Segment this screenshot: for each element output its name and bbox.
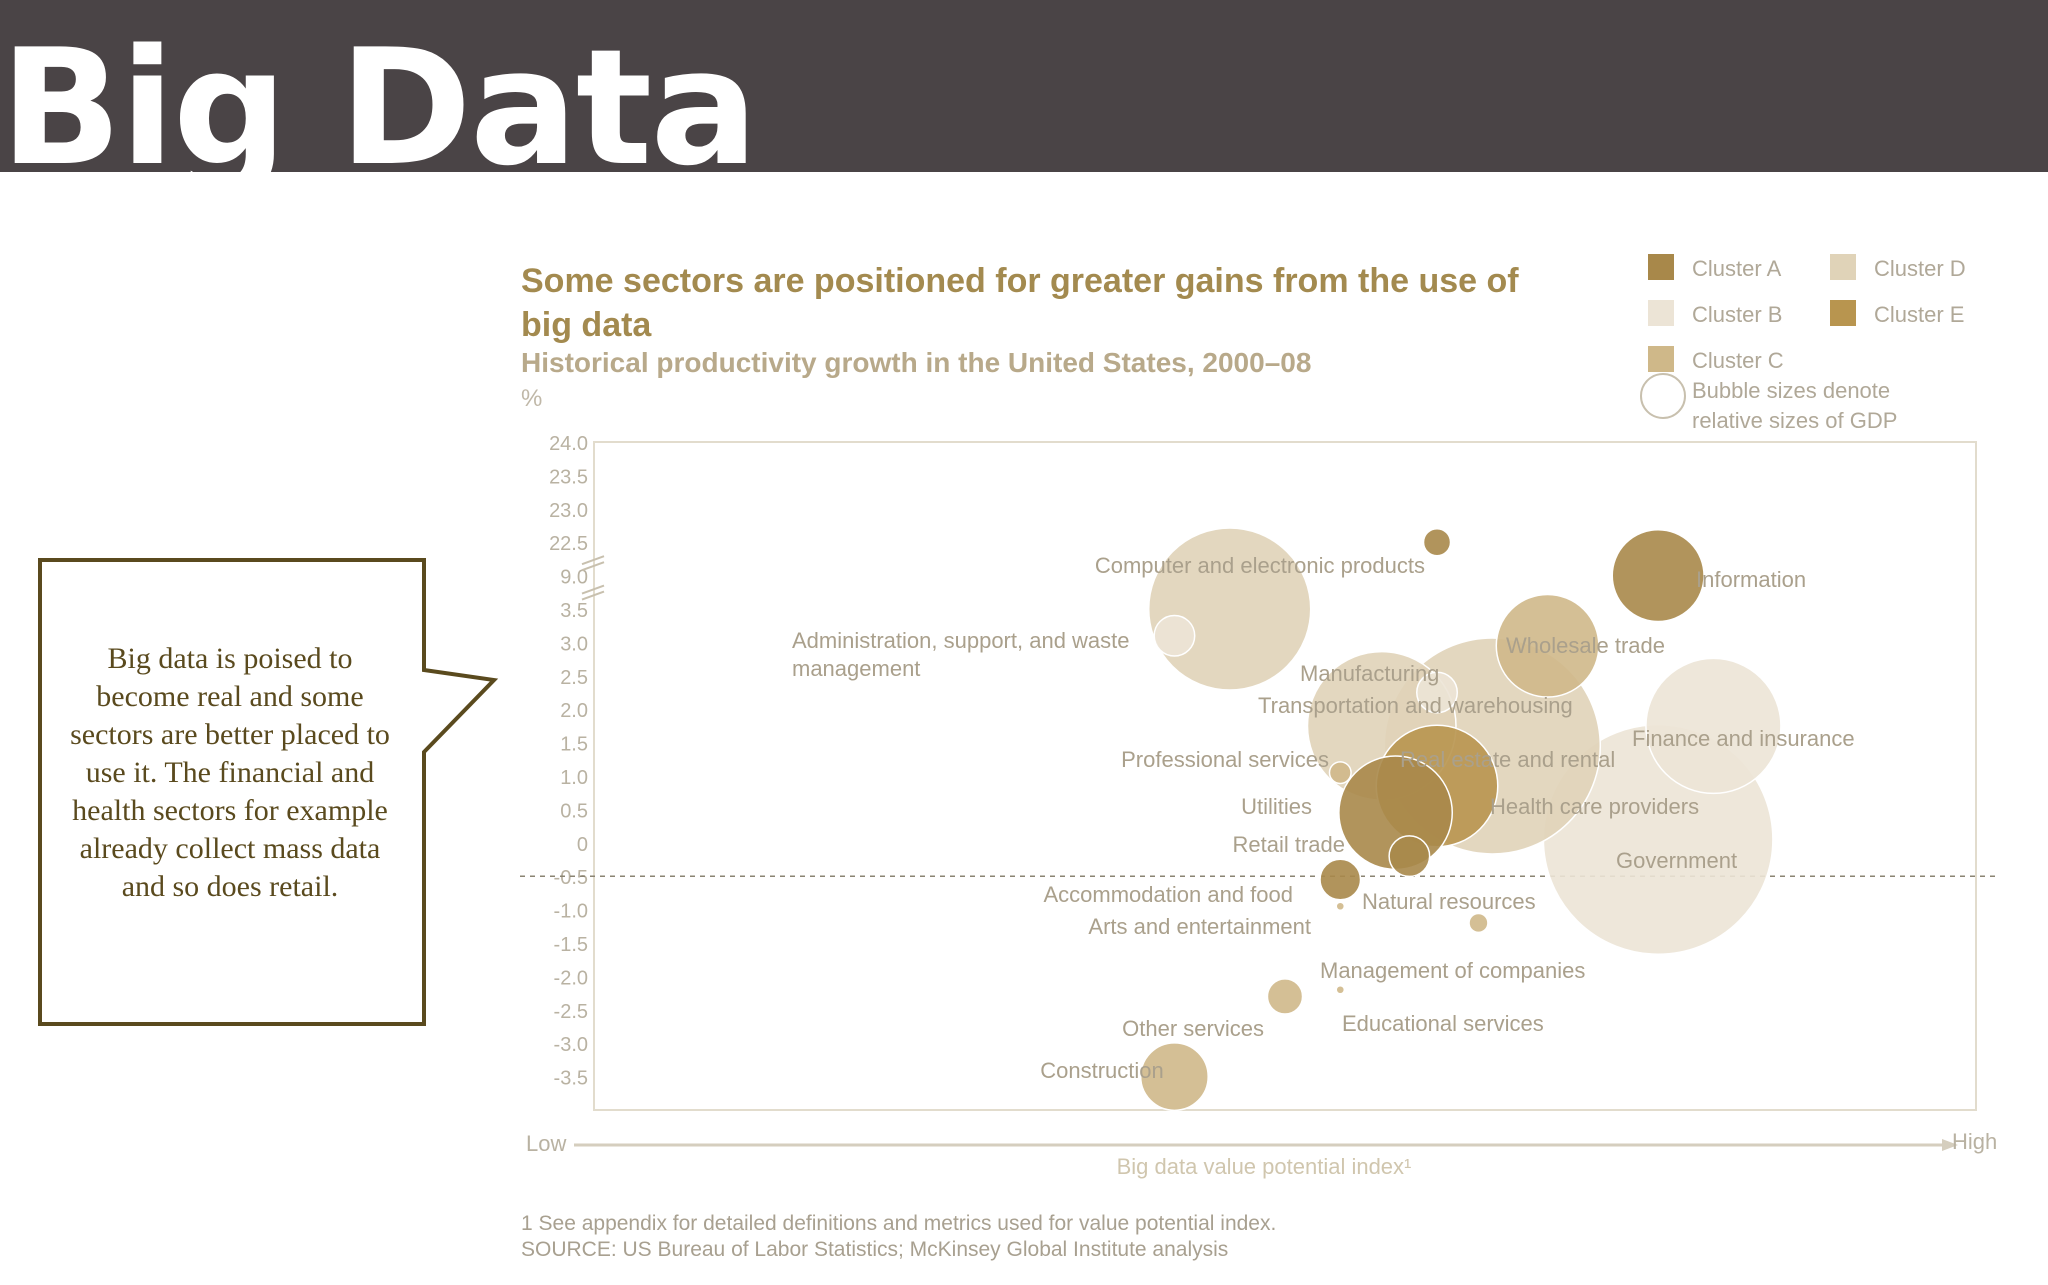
bubble-label: Accommodation and food xyxy=(1044,882,1294,907)
y-tick-label: 1.5 xyxy=(560,734,588,756)
legend-swatch xyxy=(1648,300,1674,326)
legend-swatch xyxy=(1648,254,1674,280)
y-tick-label: 2.5 xyxy=(560,667,588,689)
x-low-label: Low xyxy=(526,1131,566,1156)
callout-text: Big data is poised to become real and so… xyxy=(70,642,390,903)
bubble xyxy=(1645,657,1782,795)
bubble xyxy=(1153,614,1196,657)
legend-bubble-note: Bubble sizes denote xyxy=(1692,378,1890,403)
header-bar: Big Data xyxy=(0,0,2048,172)
bubble xyxy=(1495,593,1600,698)
bubble xyxy=(1335,901,1346,912)
y-tick-label: -1.0 xyxy=(554,901,588,923)
plot-frame xyxy=(593,441,1977,1111)
bubble-label: Natural resources xyxy=(1362,889,1536,914)
y-tick-label: -1.5 xyxy=(554,934,588,956)
y-tick-label: -2.5 xyxy=(554,1001,588,1023)
bubble-label: Construction xyxy=(1040,1058,1164,1083)
legend-swatch xyxy=(1648,346,1674,372)
bubble-label: Other services xyxy=(1122,1016,1264,1041)
y-tick-label: 1.0 xyxy=(560,767,588,789)
y-tick-label: 9.0 xyxy=(560,567,588,589)
bubble xyxy=(1328,761,1352,785)
y-tick-label: -3.0 xyxy=(554,1034,588,1056)
legend-swatch xyxy=(1830,254,1856,280)
bubble-label: Health care providers xyxy=(1490,794,1699,819)
bubble-label: Management of companies xyxy=(1320,958,1585,983)
legend-bubble-note: relative sizes of GDP xyxy=(1692,408,1897,433)
y-tick-label: 22.5 xyxy=(549,533,588,555)
y-tick-label: 23.0 xyxy=(549,500,588,522)
bubble-label: Arts and entertainment xyxy=(1088,914,1311,939)
bubble xyxy=(1416,671,1459,714)
legend-label: Cluster C xyxy=(1692,348,1784,373)
legend-label: Cluster E xyxy=(1874,302,1964,327)
bubble-label: Government xyxy=(1616,848,1737,873)
bubble xyxy=(1422,527,1452,557)
bubble-label: Wholesale trade xyxy=(1506,633,1665,658)
y-axis-unit: % xyxy=(521,385,542,412)
legend-label: Cluster A xyxy=(1692,256,1782,281)
bubble xyxy=(1335,984,1346,995)
legend-label: Cluster B xyxy=(1692,302,1782,327)
legend-swatch xyxy=(1830,300,1856,326)
bubble xyxy=(1468,912,1489,934)
axis-break-mark xyxy=(581,561,605,572)
y-tick-label: 0 xyxy=(577,834,588,856)
bubble xyxy=(1266,978,1304,1015)
legend-label: Cluster D xyxy=(1874,256,1966,281)
chart-title: Some sectors are positioned for greater … xyxy=(521,262,1519,300)
bubble xyxy=(1319,858,1362,901)
bubble-label: Real estate and rental xyxy=(1400,747,1615,772)
bubble-label: Finance and insurance xyxy=(1632,726,1855,751)
chart-area: Some sectors are positioned for greater … xyxy=(500,240,2020,1280)
source-note: SOURCE: US Bureau of Labor Statistics; M… xyxy=(521,1238,1228,1261)
page-title: Big Data xyxy=(0,14,758,173)
y-tick-label: 2.0 xyxy=(560,700,588,722)
bubble xyxy=(1139,1042,1209,1112)
bubble-label: Computer and electronic products xyxy=(1095,553,1425,578)
y-tick-label: 23.5 xyxy=(549,466,588,488)
bubble-label: Utilities xyxy=(1241,794,1312,819)
y-tick-label: -0.5 xyxy=(554,867,588,889)
legend-bubble-icon xyxy=(1640,373,1686,419)
x-axis-label: Big data value potential index¹ xyxy=(1117,1154,1412,1179)
bubble-label: Information xyxy=(1696,567,1806,592)
bubble-label: Administration, support, and waste xyxy=(792,628,1130,653)
axis-break-mark xyxy=(581,555,605,566)
x-axis-arrowhead xyxy=(1942,1139,1958,1151)
chart-subtitle: Historical productivity growth in the Un… xyxy=(521,347,1311,378)
bubble-label: Professional services xyxy=(1121,747,1329,772)
bubble-label: Educational services xyxy=(1342,1011,1544,1036)
y-tick-label: 24.0 xyxy=(549,433,588,455)
bubble-chart: Some sectors are positioned for greater … xyxy=(520,254,1997,1261)
bubble xyxy=(1611,528,1705,623)
chart-title: big data xyxy=(521,306,652,344)
y-tick-label: 3.5 xyxy=(560,600,588,622)
y-tick-label: 0.5 xyxy=(560,800,588,822)
axis-break-mark xyxy=(581,590,605,601)
bubble-label: management xyxy=(792,656,920,681)
footnote: 1 See appendix for detailed definitions … xyxy=(521,1212,1276,1235)
callout-box xyxy=(38,558,499,1026)
y-tick-label: -2.0 xyxy=(554,967,588,989)
x-high-label: High xyxy=(1952,1129,1997,1154)
y-tick-label: -3.5 xyxy=(554,1068,588,1090)
bubble xyxy=(1388,835,1431,878)
y-tick-label: 3.0 xyxy=(560,633,588,655)
bubble-label: Transportation and warehousing xyxy=(1258,693,1573,718)
bubble-label: Manufacturing xyxy=(1300,661,1439,686)
bubble-label: Retail trade xyxy=(1232,832,1345,857)
axis-break-mark xyxy=(581,584,605,595)
